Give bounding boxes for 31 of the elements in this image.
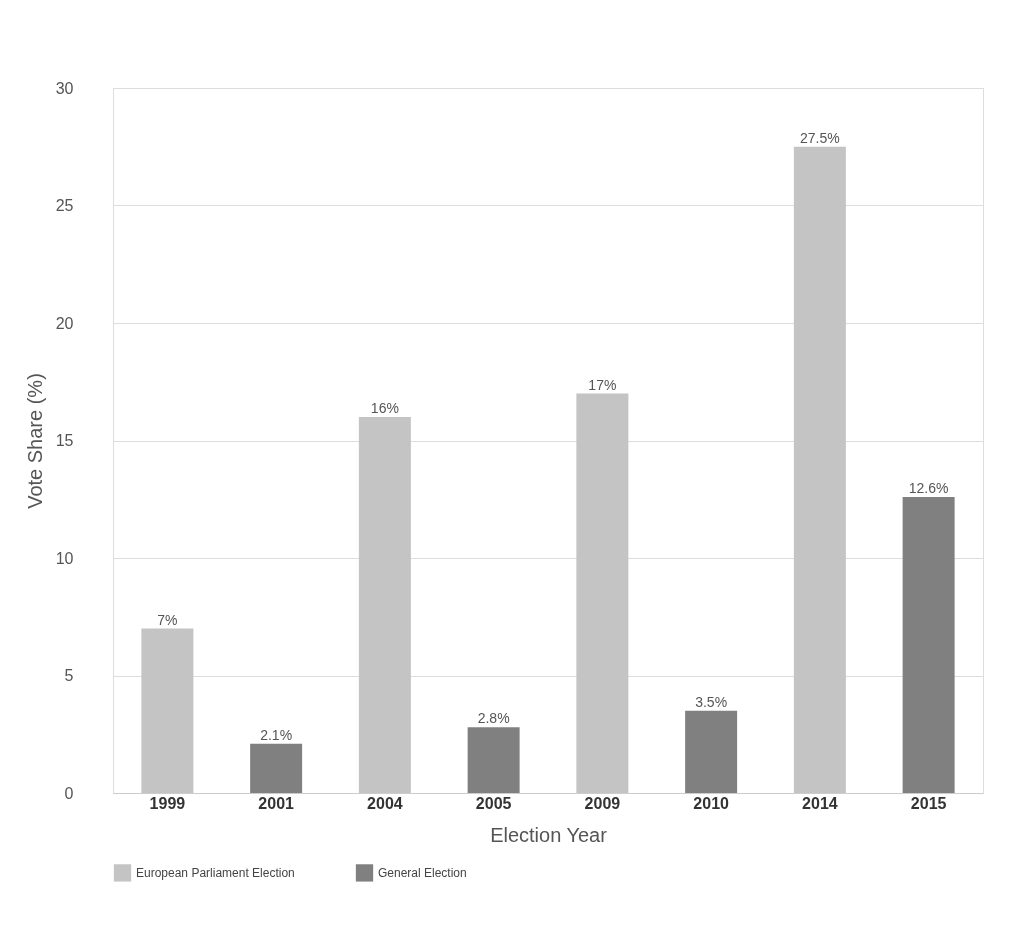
y-tick-label: 30 [55,79,74,97]
x-tick-label: 2004 [367,794,403,812]
bar [250,743,303,793]
y-tick-label: 10 [55,549,74,567]
bar [685,710,738,793]
data-label: 2.8% [477,710,510,727]
legend-label: General Election [378,865,467,880]
data-label: 16% [370,400,399,416]
x-tick-label: 1999 [149,794,186,812]
x-tick-label: 2001 [258,794,295,812]
data-label: 2.1% [260,726,293,743]
y-tick-label: 5 [64,667,74,684]
data-label: 7% [157,611,178,628]
y-tick-label: 15 [55,432,74,449]
x-axis-title: Election Year [490,823,608,846]
x-tick-label: 2009 [584,794,621,812]
data-label: 17% [588,376,617,393]
x-tick-label: 2010 [693,794,730,812]
legend-label: European Parliament Election [136,865,295,880]
x-tick-label: 2014 [802,794,838,812]
data-label: 27.5% [800,129,840,146]
data-label: 3.5% [695,693,728,710]
bar [902,496,955,793]
y-axis-title: Vote Share (%) [23,373,46,509]
x-tick-label: 2005 [475,794,512,812]
data-label: 12.6% [908,479,949,496]
y-tick-label: 25 [55,197,74,214]
y-tick-label: 0 [64,784,74,802]
x-tick-label: 2015 [910,794,947,812]
bar [467,727,520,793]
y-tick-label: 20 [55,314,74,332]
